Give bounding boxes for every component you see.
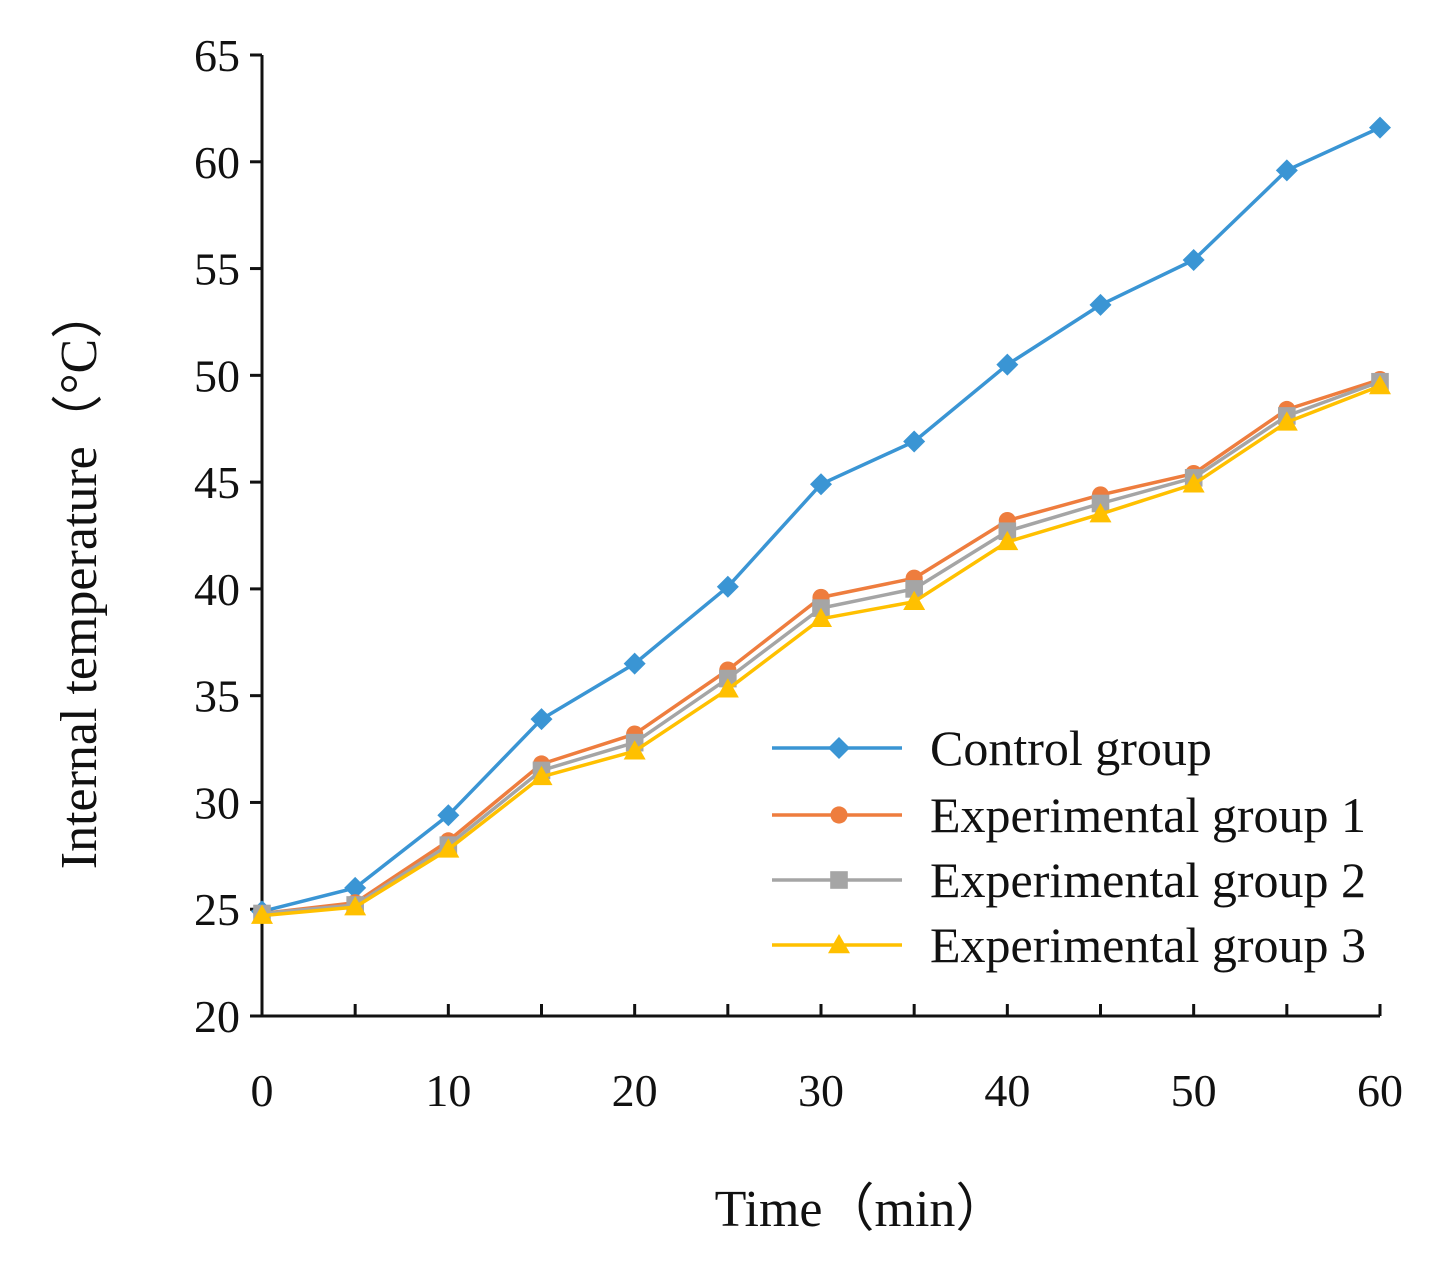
- legend-label: Control group: [930, 720, 1212, 776]
- x-axis-ticks: 0 10 20 30 40 50 60: [251, 1004, 1403, 1116]
- x-tick-label: 10: [425, 1065, 471, 1116]
- legend-label: Experimental group 1: [930, 787, 1366, 843]
- legend-item: Experimental group 1: [772, 787, 1366, 843]
- series-4: [251, 375, 1391, 924]
- x-tick-label: 30: [798, 1065, 844, 1116]
- y-tick-label: 60: [194, 137, 240, 188]
- data-point: [810, 607, 832, 628]
- legend-marker: [830, 806, 848, 824]
- x-axis-title: Time（min）: [715, 1181, 1008, 1238]
- y-tick-label: 25: [194, 884, 240, 935]
- data-point: [437, 804, 460, 827]
- data-point: [716, 575, 739, 598]
- data-point: [623, 740, 646, 760]
- x-tick-label: 40: [984, 1065, 1030, 1116]
- x-tick-label: 50: [1171, 1065, 1217, 1116]
- y-axis-title: Internal temperature（°C）: [51, 287, 108, 869]
- data-point: [1369, 375, 1391, 395]
- data-point: [1089, 293, 1112, 316]
- legend: Control group Experimental group 1 Experim…: [772, 720, 1366, 973]
- data-point: [1182, 249, 1205, 272]
- x-tick-label: 20: [612, 1065, 658, 1116]
- axes: 20 25 30 35 40 45 50 55 60 65 0 10 20 30 40 50 60: [194, 30, 1403, 1116]
- data-point: [437, 838, 460, 858]
- y-tick-label: 40: [194, 564, 240, 615]
- y-tick-label: 45: [194, 457, 240, 508]
- y-tick-label: 55: [194, 244, 240, 295]
- data-point: [1369, 116, 1391, 139]
- data-point: [530, 765, 553, 786]
- legend-marker: [828, 737, 850, 759]
- y-axis-ticks: 20 25 30 35 40 45 50 55 60 65: [194, 30, 262, 1042]
- data-point: [996, 353, 1019, 376]
- data-point: [1089, 503, 1112, 523]
- legend-item: Control group: [772, 720, 1212, 776]
- y-tick-label: 20: [194, 991, 240, 1042]
- legend-item: Experimental group 3: [772, 917, 1366, 973]
- legend-marker: [828, 934, 850, 954]
- x-tick-label: 60: [1357, 1065, 1403, 1116]
- y-tick-label: 35: [194, 671, 240, 722]
- data-point: [996, 530, 1019, 551]
- data-point: [905, 580, 923, 598]
- legend-label: Experimental group 3: [930, 917, 1366, 973]
- data-point: [1275, 159, 1298, 182]
- legend-item: Experimental group 2: [772, 852, 1366, 908]
- data-point: [903, 590, 926, 610]
- data-point: [251, 904, 273, 924]
- data-point: [623, 652, 646, 675]
- data-point: [344, 876, 367, 899]
- series-layer: [251, 116, 1391, 924]
- data-point: [1275, 411, 1298, 431]
- y-tick-label: 30: [194, 777, 240, 828]
- y-tick-label: 65: [194, 30, 240, 81]
- y-tick-label: 50: [194, 350, 240, 401]
- legend-marker: [830, 871, 848, 889]
- x-tick-label: 0: [251, 1065, 274, 1116]
- data-point: [716, 678, 739, 698]
- data-point: [1182, 473, 1205, 493]
- data-point: [810, 473, 832, 496]
- data-point: [530, 708, 553, 731]
- data-point: [344, 896, 367, 916]
- legend-label: Experimental group 2: [930, 852, 1366, 908]
- data-point: [903, 430, 926, 453]
